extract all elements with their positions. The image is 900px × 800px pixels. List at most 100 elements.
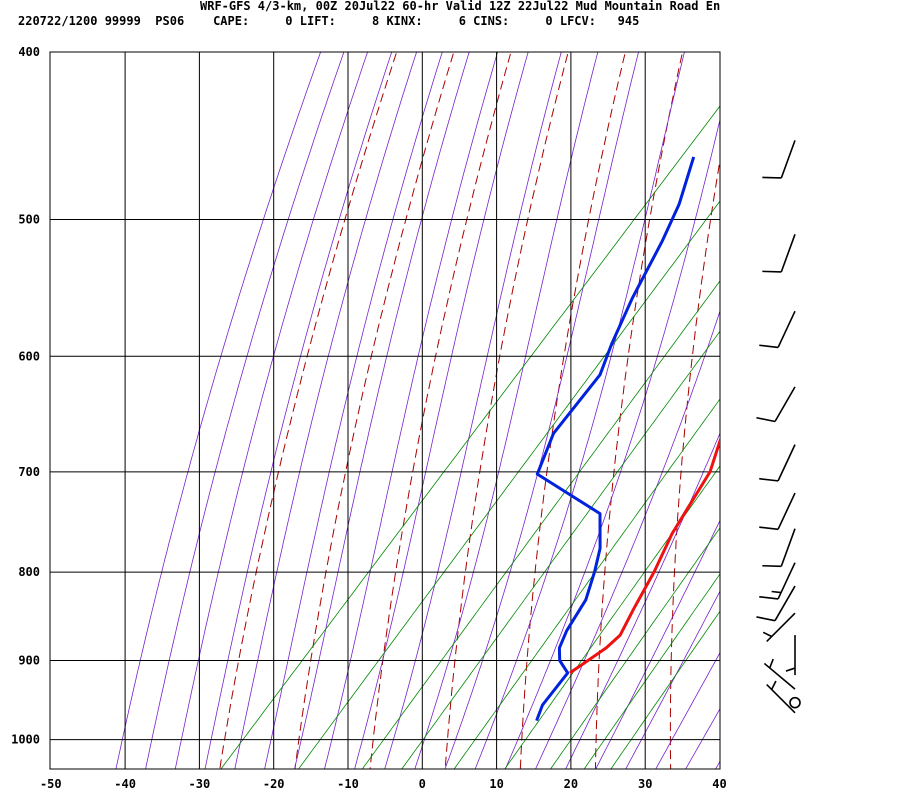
mixing-ratio-lines: [220, 105, 720, 769]
dry-adiabat: [519, 52, 626, 769]
x-tick-label: -50: [40, 777, 62, 791]
barb-half-flag: [762, 631, 773, 638]
moist-adiabat: [145, 52, 345, 769]
y-tick-label: 500: [18, 212, 40, 226]
grid-lines: [50, 51, 720, 769]
moist-adiabat: [474, 52, 685, 769]
moist-adiabat: [625, 590, 720, 769]
wind-barb: [762, 234, 796, 273]
moist-adiabat: [204, 52, 393, 769]
dry-adiabat: [669, 157, 720, 769]
barb-staff: [774, 386, 796, 422]
moist-adiabat: [414, 52, 599, 769]
x-tick-label: 30: [638, 777, 652, 791]
moist-adiabat: [504, 118, 720, 769]
mixing-ratio-line: [453, 398, 720, 769]
wind-barb: [762, 140, 796, 179]
dry-adiabat: [814, 14, 860, 784]
moist-adiabats: [115, 52, 720, 769]
x-tick-label: 20: [564, 777, 578, 791]
barb-half-flag: [785, 667, 796, 672]
temperature-trace: [569, 435, 720, 675]
x-tick-label: -20: [263, 777, 285, 791]
chart-subtitle: 220722/1200 99999 PS06 CAPE: 0 LIFT: 8 K…: [18, 14, 640, 28]
moist-adiabat: [444, 52, 639, 769]
barb-flag: [756, 616, 776, 622]
plot-frame: [49, 51, 721, 770]
barb-flag: [759, 595, 779, 600]
x-tick-label: -30: [189, 777, 211, 791]
mixing-ratio-line: [610, 610, 720, 769]
wind-barb: [759, 492, 796, 531]
barb-staff: [766, 683, 796, 714]
y-tick-label: 1000: [11, 733, 40, 747]
dewpoint-trace: [535, 156, 696, 722]
mixing-ratio-line: [583, 573, 720, 769]
x-tick-label: -10: [337, 777, 359, 791]
y-tick-label: 600: [18, 349, 40, 363]
barb-half-flag: [771, 590, 782, 594]
y-tick-label: 800: [18, 565, 40, 579]
x-tick-label: -40: [114, 777, 136, 791]
x-tick-label: 0: [419, 777, 426, 791]
wind-barb: [759, 562, 796, 600]
mixing-ratio-line: [550, 527, 720, 769]
wind-barb: [762, 528, 796, 568]
barb-staff: [780, 234, 796, 273]
barb-staff: [777, 562, 796, 600]
chart-title: WRF-GFS 4/3-km, 00Z 20Jul22 60-hr Valid …: [200, 0, 721, 13]
x-tick-labels: -50 -40 -30 -20 -10 0 10 20 30 40: [40, 777, 727, 791]
wind-barb: [759, 444, 796, 482]
barb-flag: [759, 477, 779, 482]
barb-flag: [759, 344, 779, 349]
dry-adiabat: [369, 52, 512, 769]
barb-staff: [777, 310, 796, 348]
moist-adiabat: [264, 52, 443, 769]
moist-adiabat: [595, 519, 720, 769]
mixing-ratio-line: [504, 465, 720, 769]
moist-adiabat: [324, 52, 499, 769]
dry-adiabat: [594, 52, 684, 769]
dry-adiabats: [219, 14, 900, 784]
y-tick-label: 900: [18, 654, 40, 668]
sounding-series: [535, 156, 720, 722]
barb-flag: [756, 416, 776, 423]
moist-adiabat: [715, 760, 720, 769]
wind-barb: [762, 612, 796, 643]
moist-adiabat: [294, 52, 470, 769]
dry-adiabat: [294, 52, 455, 769]
dry-adiabat: [444, 52, 569, 769]
barb-half-flag: [770, 680, 777, 690]
wind-barbs: [756, 140, 801, 714]
y-tick-label: 700: [18, 465, 40, 479]
moist-adiabat: [655, 651, 720, 769]
barb-flag: [762, 270, 782, 273]
wind-barb: [756, 386, 796, 423]
barb-half-flag: [768, 658, 774, 669]
moist-adiabat: [115, 52, 322, 769]
wind-barb: [756, 585, 796, 622]
x-tick-label: 40: [712, 777, 726, 791]
barb-staff: [763, 662, 796, 690]
x-tick-label: 10: [489, 777, 503, 791]
barb-staff: [766, 612, 796, 643]
y-tick-label: 400: [18, 45, 40, 59]
barb-staff: [774, 585, 796, 622]
mixing-ratio-line: [298, 200, 720, 769]
mixing-ratio-line: [361, 280, 720, 769]
y-tick-labels: 400 500 600 700 800 900 1000: [11, 45, 40, 747]
moist-adiabat: [354, 52, 529, 769]
mixing-ratio-line: [220, 105, 720, 769]
barb-flag: [759, 526, 779, 531]
barb-staff: [780, 528, 796, 567]
wind-barb: [789, 696, 801, 709]
calm-circle: [789, 696, 801, 709]
dry-adiabat: [882, 14, 900, 784]
moist-adiabat: [565, 432, 720, 769]
barb-staff: [777, 492, 796, 530]
barb-flag: [762, 176, 782, 179]
barb-staff: [780, 140, 796, 179]
barb-staff: [777, 444, 796, 482]
wind-barb: [785, 635, 796, 676]
